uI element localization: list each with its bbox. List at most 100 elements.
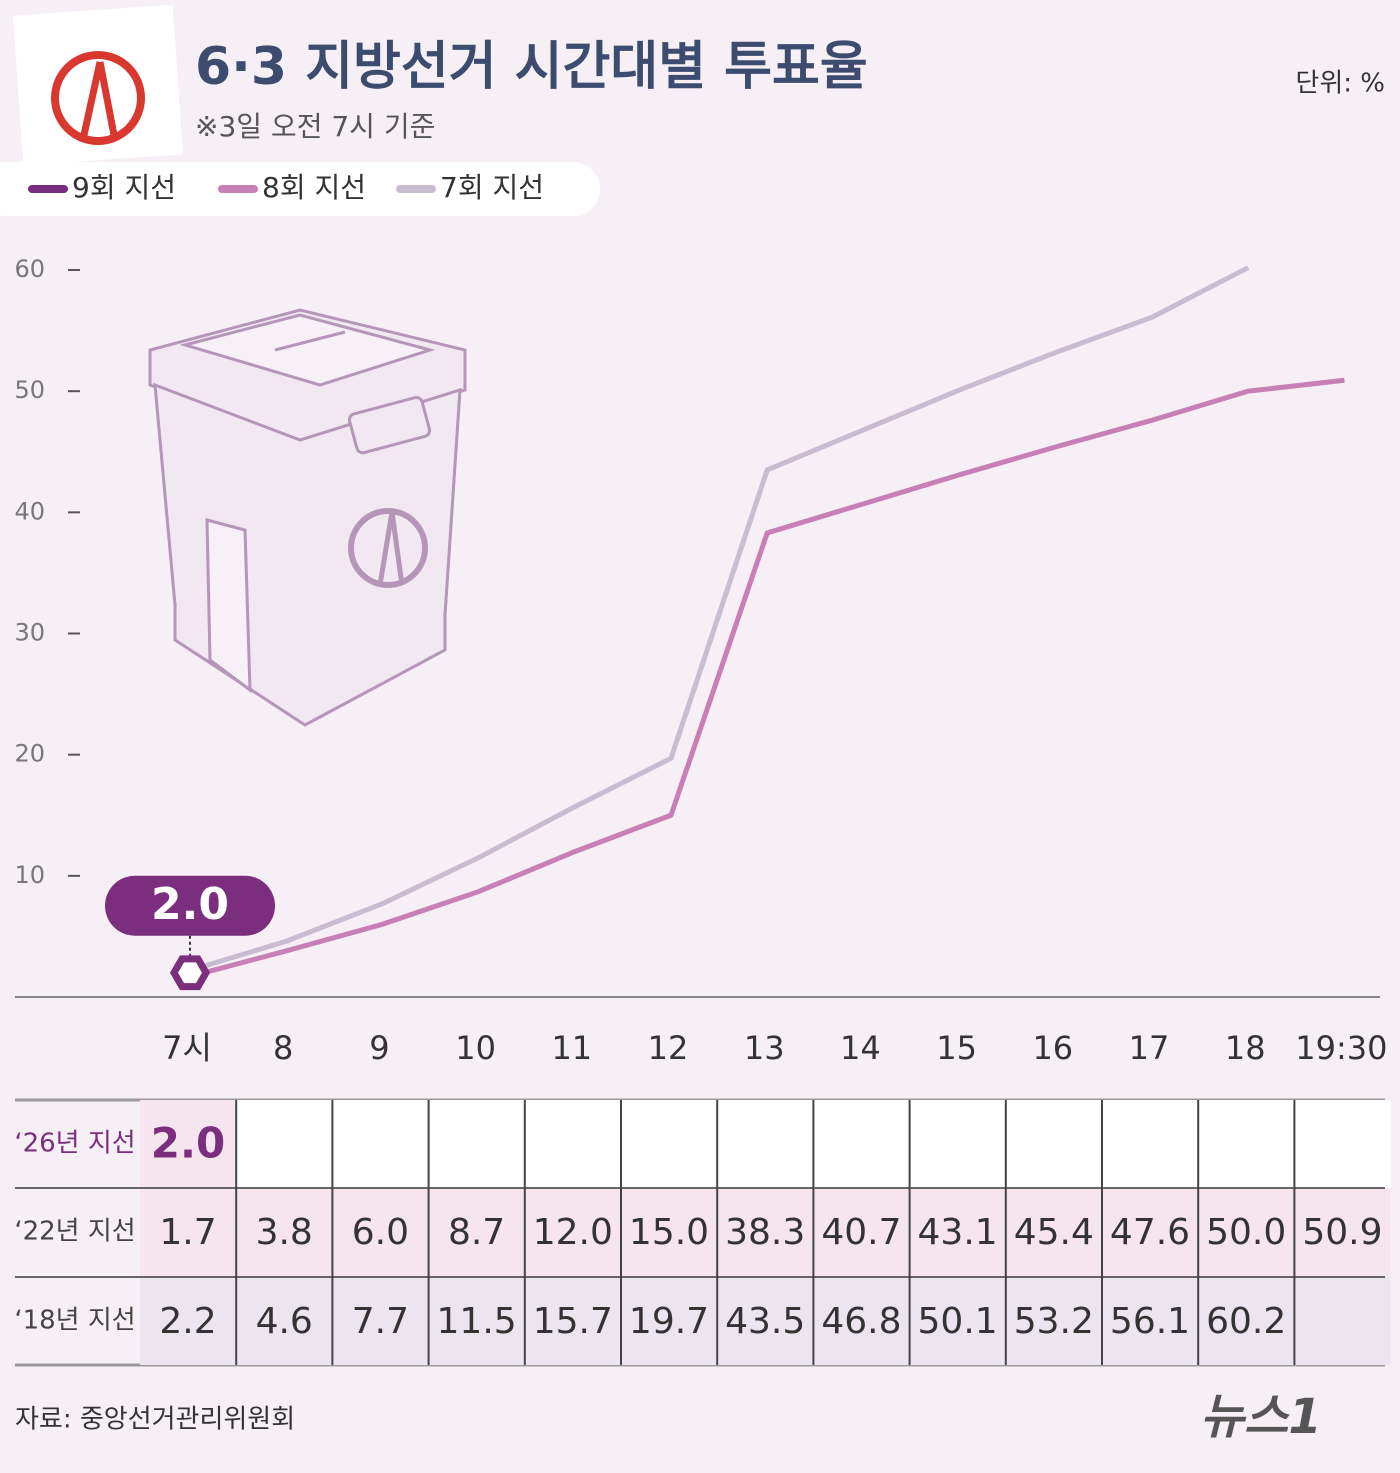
series-line — [189, 377, 1345, 979]
table-value: 1.7 — [159, 1212, 216, 1253]
legend-label: 7회 지선 — [440, 171, 544, 204]
table-cell — [621, 1277, 718, 1365]
subtitle: ※3일 오전 7시 기준 — [195, 110, 435, 143]
table-cell — [428, 1100, 525, 1188]
legend-label: 8회 지선 — [262, 171, 366, 204]
table-value: 53.2 — [1014, 1301, 1094, 1342]
legend-box — [0, 162, 600, 216]
news-logo: 뉴스1 — [1200, 1389, 1322, 1445]
legend-label: 9회 지선 — [72, 171, 176, 204]
table-value: 50.0 — [1206, 1212, 1286, 1253]
table-value: 38.3 — [725, 1212, 805, 1253]
table-cell — [332, 1277, 429, 1365]
callout-box — [105, 875, 275, 936]
table-value: 46.8 — [821, 1301, 901, 1342]
table-value: 4.6 — [256, 1301, 313, 1342]
series-line — [189, 265, 1250, 973]
table-cell — [1005, 1277, 1102, 1365]
table-cell — [1198, 1100, 1295, 1188]
table-cell — [909, 1277, 1006, 1365]
logo-icon — [12, 4, 184, 166]
x-tick-label: 9 — [369, 1029, 389, 1067]
table-cell — [717, 1100, 814, 1188]
table-cell — [140, 1277, 237, 1365]
table-cell — [428, 1188, 525, 1276]
table-value: 2.2 — [159, 1301, 216, 1342]
table-cell — [1102, 1188, 1199, 1276]
table-value: 8.7 — [448, 1212, 505, 1253]
table-value: 11.5 — [437, 1301, 517, 1342]
table-cell — [909, 1188, 1006, 1276]
table-value: 6.0 — [352, 1212, 409, 1253]
x-tick-label: 14 — [840, 1029, 881, 1067]
table-value: 47.6 — [1110, 1212, 1190, 1253]
table-cell — [140, 1188, 237, 1276]
y-tick-label: 50 — [14, 376, 45, 404]
x-tick-label: 19:30 — [1295, 1029, 1387, 1067]
row-label: ‘18년 지선 — [14, 1306, 135, 1336]
y-tick-label: 60 — [14, 255, 45, 283]
table-cell — [909, 1100, 1006, 1188]
table-value: 15.7 — [533, 1301, 613, 1342]
x-tick-label: 7시 — [162, 1029, 212, 1067]
table-cell — [813, 1277, 910, 1365]
table-cell — [1294, 1100, 1391, 1188]
table-cell — [1102, 1277, 1199, 1365]
table-value: 7.7 — [352, 1301, 409, 1342]
table-cell — [236, 1100, 333, 1188]
ballot-box — [148, 308, 467, 727]
table-cell — [1198, 1277, 1295, 1365]
table-value: 56.1 — [1110, 1301, 1190, 1342]
table-cell — [1005, 1188, 1102, 1276]
callout-label: 2.0 — [151, 879, 229, 930]
table-cell — [332, 1188, 429, 1276]
table-cell — [236, 1277, 333, 1365]
point-marker — [169, 955, 211, 991]
table-cell — [524, 1277, 621, 1365]
table-value: 43.1 — [918, 1212, 998, 1253]
x-tick-label: 11 — [551, 1029, 592, 1067]
table-cell — [1294, 1188, 1391, 1276]
table-cell — [813, 1188, 910, 1276]
y-tick-label: 30 — [14, 619, 45, 647]
table-value: 50.1 — [918, 1301, 998, 1342]
table-cell — [1294, 1277, 1391, 1365]
table-value: 45.4 — [1014, 1212, 1094, 1253]
table-value: 50.9 — [1302, 1212, 1382, 1253]
table-value: 19.7 — [629, 1301, 709, 1342]
x-tick-label: 10 — [455, 1029, 496, 1067]
table-value: 40.7 — [821, 1212, 901, 1253]
table-cell — [813, 1100, 910, 1188]
table-cell — [1005, 1100, 1102, 1188]
x-tick-label: 8 — [273, 1029, 293, 1067]
table-cell — [332, 1100, 429, 1188]
table-cell — [717, 1277, 814, 1365]
x-tick-label: 17 — [1129, 1029, 1170, 1067]
row-label: ‘22년 지선 — [14, 1217, 135, 1247]
x-tick-label: 16 — [1032, 1029, 1073, 1067]
table-value: 60.2 — [1206, 1301, 1286, 1342]
x-tick-label: 13 — [744, 1029, 785, 1067]
table-cell — [621, 1188, 718, 1276]
table-value: 43.5 — [725, 1301, 805, 1342]
table-value: 12.0 — [533, 1212, 613, 1253]
chart-title: 6·3 지방선거 시간대별 투표율 — [195, 37, 868, 97]
y-tick-label: 10 — [14, 861, 45, 889]
row-label: ‘26년 지선 — [14, 1129, 135, 1159]
unit-label: 단위: % — [1295, 69, 1385, 99]
y-tick-label: 40 — [14, 497, 45, 525]
table-cell — [428, 1277, 525, 1365]
table-cell — [236, 1188, 333, 1276]
y-tick-label: 20 — [14, 740, 45, 768]
table-cell — [717, 1188, 814, 1276]
logo-text: 뉴스1 — [1200, 1389, 1322, 1445]
table-cell — [1102, 1100, 1199, 1188]
table-value: 2.0 — [151, 1119, 225, 1168]
x-tick-label: 12 — [648, 1029, 689, 1067]
x-tick-label: 18 — [1225, 1029, 1266, 1067]
table-value: 3.8 — [256, 1212, 313, 1253]
table-cell — [1198, 1188, 1295, 1276]
table-value: 15.0 — [629, 1212, 709, 1253]
table-cell — [621, 1100, 718, 1188]
